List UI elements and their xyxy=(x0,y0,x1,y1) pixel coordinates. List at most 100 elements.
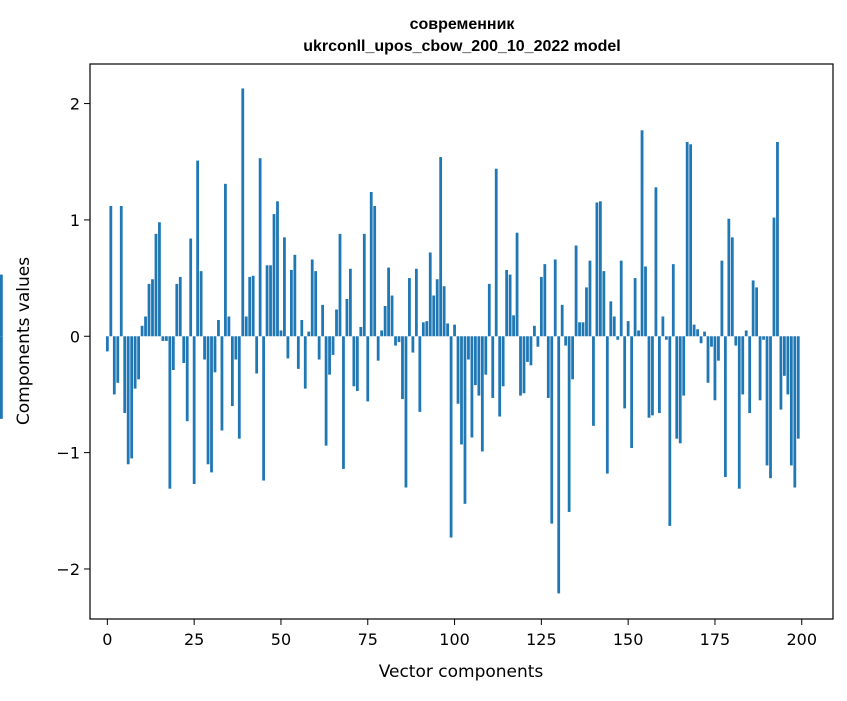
bar-6 xyxy=(126,336,130,465)
bar-113 xyxy=(498,336,502,417)
bar-142 xyxy=(598,201,602,337)
bar-26 xyxy=(196,160,200,337)
bar-108 xyxy=(480,336,484,452)
bar-0 xyxy=(105,336,109,352)
bar-38 xyxy=(237,336,241,439)
bar-149 xyxy=(623,336,627,409)
x-tick-label: 175 xyxy=(700,630,731,649)
bar-90 xyxy=(418,336,422,412)
bar-175 xyxy=(713,336,717,401)
bar-5 xyxy=(123,336,127,414)
bar-110 xyxy=(487,283,491,337)
bar-40 xyxy=(244,316,248,337)
bar-168 xyxy=(689,144,693,337)
bar-106 xyxy=(474,336,477,386)
bar-127 xyxy=(546,336,550,398)
chart-subtitle: ukrconll_upos_cbow_200_10_2022 model xyxy=(303,38,620,55)
bar-162 xyxy=(668,336,672,526)
bar-101 xyxy=(456,336,460,404)
bar-41 xyxy=(248,276,252,337)
bar-2 xyxy=(112,336,116,395)
bar-133 xyxy=(567,336,571,512)
bar-11 xyxy=(144,316,147,337)
bar-78 xyxy=(376,336,380,361)
bar-199 xyxy=(796,336,800,439)
bar-145 xyxy=(609,301,613,337)
bar-148 xyxy=(619,260,623,337)
bar-105 xyxy=(470,336,474,438)
bar-140 xyxy=(592,336,595,426)
bar-128 xyxy=(550,336,554,524)
bar-109 xyxy=(484,336,488,375)
bar-4 xyxy=(119,205,123,337)
bar-87 xyxy=(408,278,411,337)
bar-160 xyxy=(661,316,665,337)
bar-36 xyxy=(230,336,234,407)
bar-194 xyxy=(779,336,783,410)
bar-99 xyxy=(449,336,453,538)
bar-146 xyxy=(612,316,616,337)
bar-51 xyxy=(283,237,286,337)
bar-9 xyxy=(137,336,140,380)
y-tick-label: 1 xyxy=(70,211,80,230)
bar-137 xyxy=(581,322,585,337)
bar-97 xyxy=(442,286,446,337)
bar-195 xyxy=(783,336,786,376)
bar-120 xyxy=(522,336,526,394)
bar-71 xyxy=(352,336,356,387)
x-tick-label: 100 xyxy=(439,630,470,649)
bar-83 xyxy=(394,336,397,346)
bar-35 xyxy=(227,316,231,337)
bar-189 xyxy=(762,336,765,340)
x-axis-ticks: 0 25 50 75 100 125 150 175 200 xyxy=(102,619,817,649)
x-tick-label: 75 xyxy=(358,630,378,649)
bar-164 xyxy=(675,336,679,439)
bar-undefined xyxy=(0,336,3,419)
bar-42 xyxy=(251,275,255,337)
bar-69 xyxy=(345,299,349,337)
bar-157 xyxy=(651,336,654,416)
bar-29 xyxy=(206,336,210,465)
bar-79 xyxy=(380,330,384,337)
bar-48 xyxy=(272,214,276,337)
bar-174 xyxy=(710,336,713,347)
bar-170 xyxy=(696,329,699,337)
bar-17 xyxy=(164,336,168,341)
bar-10 xyxy=(140,325,144,337)
bar-62 xyxy=(321,304,325,337)
bars-layer xyxy=(0,88,800,594)
bar-171 xyxy=(699,336,703,344)
bar-63 xyxy=(324,336,328,446)
bar-75 xyxy=(366,336,370,402)
bar-53 xyxy=(289,269,293,337)
x-tick-label: 200 xyxy=(786,630,817,649)
bar-89 xyxy=(414,268,418,337)
y-tick-label: −2 xyxy=(56,560,80,579)
bar-16 xyxy=(161,336,165,341)
bar-undefined xyxy=(0,274,3,337)
bar-193 xyxy=(776,141,779,337)
bar-76 xyxy=(369,191,373,337)
bar-134 xyxy=(571,336,574,380)
bar-155 xyxy=(644,266,647,337)
bar-125 xyxy=(539,276,543,337)
bar-39 xyxy=(241,88,245,337)
bar-44 xyxy=(258,158,262,337)
bar-1 xyxy=(109,205,113,337)
bar-93 xyxy=(428,252,432,337)
bar-49 xyxy=(276,201,279,337)
bar-165 xyxy=(678,336,682,444)
bar-45 xyxy=(262,336,265,481)
bar-196 xyxy=(786,336,790,395)
bar-47 xyxy=(269,265,272,337)
bar-30 xyxy=(210,336,213,473)
bar-94 xyxy=(432,295,436,337)
bar-33 xyxy=(220,336,224,431)
bar-151 xyxy=(630,336,634,448)
bar-55 xyxy=(296,336,300,369)
y-axis-label: Components values xyxy=(14,257,34,425)
bar-95 xyxy=(435,279,439,337)
bar-104 xyxy=(467,336,470,360)
x-tick-label: 150 xyxy=(613,630,644,649)
